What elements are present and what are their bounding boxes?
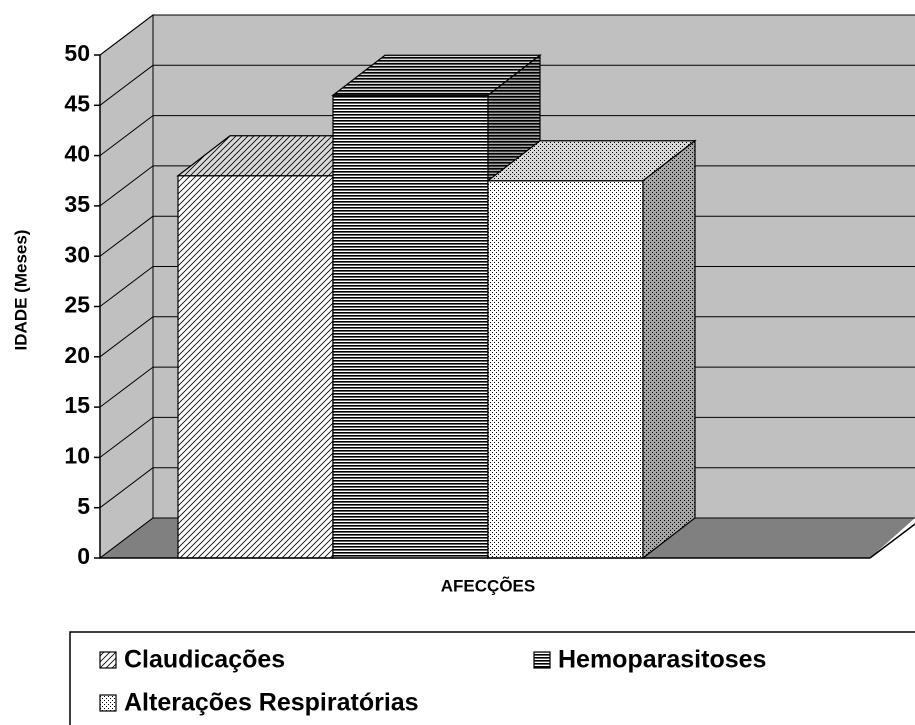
- bar-side-shade: [643, 140, 695, 558]
- grid-line-side: [99, 215, 154, 257]
- y-tick-label: 10: [64, 442, 90, 468]
- bar: [177, 175, 334, 559]
- y-tick-label: 20: [64, 342, 90, 368]
- y-tick-label: 15: [64, 392, 90, 418]
- y-tick-label: 45: [64, 90, 90, 116]
- bar-top-shade: [333, 55, 540, 96]
- grid-line-side: [99, 517, 154, 559]
- legend-entries: Claudicações Hemoparasitoses Alterações Re…: [99, 646, 766, 717]
- legend: [69, 631, 915, 725]
- legend-label: Alterações Respiratórias: [124, 689, 419, 717]
- legend-swatch: [533, 651, 551, 669]
- x-axis-label: AFECÇÕES: [441, 575, 535, 595]
- y-tick-label: 0: [77, 543, 90, 569]
- y-tick-label: 25: [64, 292, 90, 318]
- y-tick-label: 30: [64, 241, 90, 267]
- grid-line-side: [99, 316, 154, 358]
- bar-top-shade: [488, 140, 695, 181]
- bars: [176, 54, 697, 560]
- grid-line-side: [99, 417, 154, 458]
- y-tick-label: 5: [77, 493, 90, 519]
- grid-line-side: [99, 165, 154, 207]
- grid-line-side: [99, 266, 154, 307]
- grid-line-side: [99, 64, 154, 106]
- y-tick-label: 35: [64, 191, 90, 217]
- legend-label: Claudicações: [124, 646, 285, 674]
- y-tick-label: 50: [64, 40, 90, 66]
- floor-edge: [869, 523, 915, 559]
- y-tick-label: 40: [64, 141, 90, 167]
- grid-line-side: [99, 14, 154, 56]
- bar: [332, 94, 489, 559]
- grid-line-side: [99, 115, 154, 156]
- legend-label: Hemoparasitoses: [558, 646, 766, 674]
- y-axis-label: IDADE (Meses): [11, 230, 30, 351]
- bar-side: [642, 139, 696, 560]
- grid-line-side: [99, 467, 154, 509]
- legend-swatch: [99, 694, 117, 712]
- legend-swatch: [99, 651, 117, 669]
- grid-line-side: [99, 366, 154, 408]
- bar: [487, 180, 644, 559]
